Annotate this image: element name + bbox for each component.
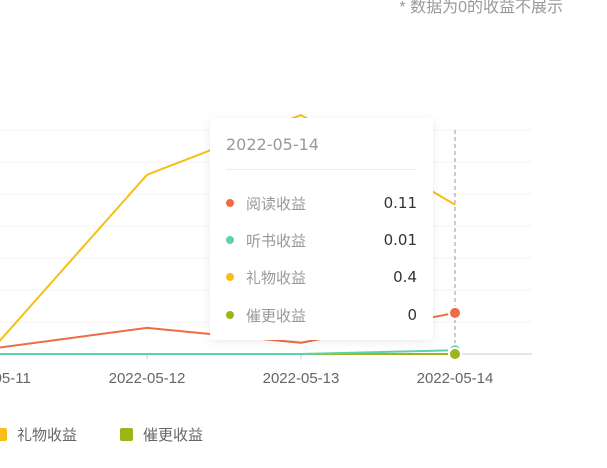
- legend-label-urge: 催更收益: [143, 427, 204, 444]
- tooltip-dot-audio: [226, 236, 234, 244]
- tooltip-label-urge: 催更收益: [246, 306, 307, 325]
- tooltip-value-audio: 0.01: [383, 231, 417, 249]
- x-tick-label: 2022-05-13: [263, 370, 340, 387]
- tooltip-dot-gift: [226, 273, 234, 281]
- tooltip-value-gift: 0.4: [393, 268, 417, 286]
- tooltip-dot-reading: [226, 199, 234, 207]
- tooltip-dot-urge: [226, 311, 234, 319]
- legend-swatch-gift: [0, 428, 7, 441]
- tooltip-row-audio: 听书收益 0.01: [226, 228, 417, 252]
- legend-label-gift: 礼物收益: [17, 427, 78, 444]
- tooltip-label-reading: 阅读收益: [246, 194, 307, 213]
- tooltip-row-urge: 催更收益 0: [226, 303, 417, 327]
- tooltip-value-urge: 0: [407, 306, 417, 324]
- tooltip-row-reading: 阅读收益 0.11: [226, 191, 417, 215]
- tooltip-value-reading: 0.11: [383, 194, 417, 212]
- chart-note: * 数据为0的收益不展示: [399, 0, 563, 16]
- legend-swatch-urge: [120, 428, 133, 441]
- tooltip-divider: [226, 169, 417, 170]
- tooltip-label-audio: 听书收益: [246, 231, 307, 250]
- hover-point-0: [448, 305, 462, 320]
- tooltip-row-gift: 礼物收益 0.4: [226, 265, 417, 289]
- tooltip: 2022-05-14 阅读收益 0.11 听书收益 0.01 礼物收益 0.4 …: [210, 118, 433, 340]
- series-line-1: [0, 349, 456, 355]
- legend-item-gift[interactable]: 礼物收益: [0, 424, 77, 445]
- hover-point-3: [448, 347, 462, 361]
- legend-item-urge[interactable]: 催更收益: [120, 424, 203, 445]
- x-tick-label: 2022-05-12: [109, 370, 186, 387]
- x-tick-label: 2022-05-11: [0, 370, 31, 387]
- x-tick-label: 2022-05-14: [417, 370, 494, 387]
- tooltip-label-gift: 礼物收益: [246, 268, 307, 287]
- tooltip-date: 2022-05-14: [226, 135, 319, 154]
